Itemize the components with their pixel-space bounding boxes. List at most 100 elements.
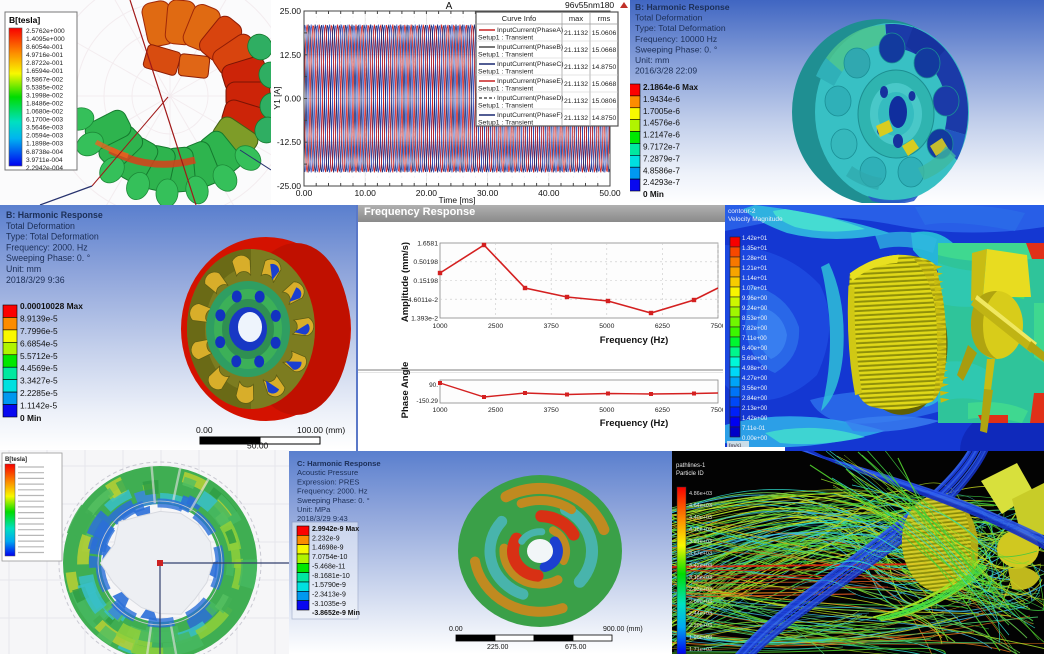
svg-text:2.232e-9: 2.232e-9 — [312, 535, 340, 542]
svg-text:Sweeping Phase: 0. °: Sweeping Phase: 0. ° — [635, 44, 717, 54]
svg-text:96v55nm180: 96v55nm180 — [565, 0, 614, 10]
svg-text:0.00010028 Max: 0.00010028 Max — [20, 301, 83, 311]
svg-text:675.00: 675.00 — [565, 644, 587, 651]
svg-text:100.00 (mm): 100.00 (mm) — [297, 425, 345, 435]
svg-text:2.2942e-004: 2.2942e-004 — [26, 165, 63, 172]
svg-text:1.1142e-5: 1.1142e-5 — [20, 401, 57, 411]
svg-text:21.1132: 21.1132 — [564, 81, 588, 88]
svg-text:0.00: 0.00 — [284, 94, 301, 104]
svg-text:0.00: 0.00 — [449, 626, 463, 633]
svg-text:InputCurrent(PhaseA): InputCurrent(PhaseA) — [497, 27, 563, 34]
svg-text:7.82e+00: 7.82e+00 — [742, 326, 768, 332]
svg-text:1.4095e+000: 1.4095e+000 — [26, 36, 65, 43]
svg-text:Curve Info: Curve Info — [502, 14, 537, 23]
svg-text:1.9434e-6: 1.9434e-6 — [643, 95, 680, 104]
svg-text:-150.29: -150.29 — [416, 398, 438, 405]
svg-text:6.6854e-5: 6.6854e-5 — [20, 338, 58, 348]
svg-text:2.2285e-5: 2.2285e-5 — [20, 388, 58, 398]
svg-text:Setup1 : Transient: Setup1 : Transient — [478, 52, 533, 59]
svg-text:1.4576e-6: 1.4576e-6 — [643, 119, 680, 128]
svg-text:50.00: 50.00 — [247, 441, 269, 451]
svg-text:1.393e-2: 1.393e-2 — [411, 316, 438, 323]
svg-text:B: Harmonic Response: B: Harmonic Response — [635, 2, 730, 12]
svg-text:3.42e+03: 3.42e+03 — [689, 563, 712, 569]
svg-text:1.42e+00: 1.42e+00 — [742, 416, 768, 422]
svg-text:2.93e+03: 2.93e+03 — [689, 587, 712, 593]
svg-text:-12.50: -12.50 — [277, 137, 301, 147]
svg-text:7500: 7500 — [710, 407, 723, 414]
svg-text:4.64e+03: 4.64e+03 — [689, 503, 712, 509]
svg-text:3.3427e-5: 3.3427e-5 — [20, 376, 58, 386]
svg-text:4.9716e-001: 4.9716e-001 — [26, 52, 63, 59]
svg-text:2018/3/29 9:36: 2018/3/29 9:36 — [6, 275, 65, 285]
svg-text:1.35e+01: 1.35e+01 — [742, 246, 768, 252]
svg-text:4.8586e-7: 4.8586e-7 — [643, 166, 680, 175]
svg-text:3750: 3750 — [544, 407, 559, 414]
svg-text:1.28e+01: 1.28e+01 — [742, 256, 768, 262]
svg-text:15.0668: 15.0668 — [592, 47, 617, 54]
svg-text:21.1132: 21.1132 — [564, 115, 588, 122]
svg-text:3.67e+03: 3.67e+03 — [689, 551, 712, 557]
svg-text:0.15198: 0.15198 — [413, 278, 438, 285]
svg-text:Setup1 : Transient: Setup1 : Transient — [478, 69, 533, 76]
svg-text:Expression: PRES: Expression: PRES — [297, 477, 359, 486]
svg-text:0.00: 0.00 — [296, 188, 313, 198]
svg-text:8.53e+00: 8.53e+00 — [742, 316, 768, 322]
svg-text:50.00: 50.00 — [599, 188, 621, 198]
svg-text:Frequency (Hz): Frequency (Hz) — [600, 335, 669, 346]
svg-text:4.4569e-5: 4.4569e-5 — [20, 363, 58, 373]
svg-text:3750: 3750 — [544, 323, 559, 330]
svg-text:B[tesla]: B[tesla] — [9, 15, 40, 25]
svg-text:25.00: 25.00 — [280, 6, 302, 16]
svg-text:2.13e+00: 2.13e+00 — [742, 406, 768, 412]
svg-text:6250: 6250 — [655, 407, 670, 414]
svg-text:InputCurrent(PhaseB): InputCurrent(PhaseB) — [497, 44, 563, 51]
svg-text:7.11e-01: 7.11e-01 — [742, 426, 766, 432]
svg-text:1.71e+03: 1.71e+03 — [689, 647, 712, 653]
svg-text:2500: 2500 — [488, 323, 503, 330]
svg-text:21.1132: 21.1132 — [564, 30, 588, 37]
svg-text:15.0606: 15.0606 — [592, 30, 617, 37]
svg-text:21.1132: 21.1132 — [564, 98, 588, 105]
svg-text:21.1132: 21.1132 — [564, 64, 588, 71]
svg-text:B: Harmonic Response: B: Harmonic Response — [6, 210, 103, 220]
svg-text:Frequency: 10000 Hz: Frequency: 10000 Hz — [635, 34, 717, 44]
svg-text:1.14e+01: 1.14e+01 — [742, 276, 768, 282]
svg-text:-2.3413e-9: -2.3413e-9 — [312, 591, 346, 598]
svg-text:-3.8652e-9 Min: -3.8652e-9 Min — [312, 610, 360, 617]
svg-text:2.20e+03: 2.20e+03 — [689, 623, 712, 629]
svg-text:5.69e+00: 5.69e+00 — [742, 356, 768, 362]
svg-text:Type: Total Deformation: Type: Total Deformation — [6, 232, 99, 242]
svg-text:20.00: 20.00 — [416, 188, 438, 198]
svg-text:15.0668: 15.0668 — [592, 81, 617, 88]
svg-text:9.7172e-7: 9.7172e-7 — [643, 143, 680, 152]
svg-text:1.07e+01: 1.07e+01 — [742, 286, 768, 292]
svg-text:12.50: 12.50 — [280, 50, 302, 60]
svg-text:15.0806: 15.0806 — [592, 98, 617, 105]
svg-text:5000: 5000 — [599, 323, 614, 330]
svg-text:1.6594e-001: 1.6594e-001 — [26, 68, 63, 75]
svg-text:1000: 1000 — [432, 323, 447, 330]
svg-text:5.5712e-5: 5.5712e-5 — [20, 351, 58, 361]
svg-text:3.56e+00: 3.56e+00 — [742, 386, 768, 392]
svg-text:1.8486e-002: 1.8486e-002 — [26, 101, 63, 108]
svg-text:30.00: 30.00 — [477, 188, 499, 198]
svg-text:14.8750: 14.8750 — [592, 115, 617, 122]
svg-text:Velocity Magnitude: Velocity Magnitude — [728, 216, 783, 223]
svg-text:225.00: 225.00 — [487, 644, 509, 651]
svg-text:contour-2: contour-2 — [728, 208, 756, 215]
svg-text:9.24e+00: 9.24e+00 — [742, 306, 768, 312]
svg-text:InputCurrent(PhaseC): InputCurrent(PhaseC) — [497, 61, 564, 68]
svg-text:900.00 (mm): 900.00 (mm) — [603, 626, 643, 633]
svg-text:6250: 6250 — [655, 323, 670, 330]
svg-text:InputCurrent(PhaseE): InputCurrent(PhaseE) — [497, 78, 563, 85]
svg-text:9.5867e-002: 9.5867e-002 — [26, 76, 63, 83]
svg-text:7.2879e-7: 7.2879e-7 — [643, 154, 680, 163]
svg-text:Unit: MPa: Unit: MPa — [297, 505, 331, 514]
svg-text:max: max — [569, 14, 583, 23]
svg-text:Acoustic Pressure: Acoustic Pressure — [297, 468, 358, 477]
svg-text:2.4293e-7: 2.4293e-7 — [643, 178, 680, 187]
svg-text:40.00: 40.00 — [538, 188, 560, 198]
svg-text:0.00: 0.00 — [196, 425, 213, 435]
svg-text:1000: 1000 — [432, 407, 447, 414]
